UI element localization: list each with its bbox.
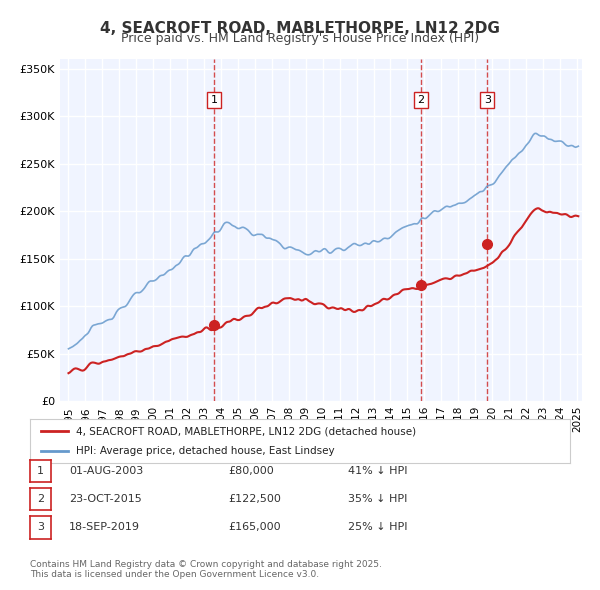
Text: 23-OCT-2015: 23-OCT-2015 xyxy=(69,494,142,504)
Text: 3: 3 xyxy=(484,95,491,105)
Text: Price paid vs. HM Land Registry's House Price Index (HPI): Price paid vs. HM Land Registry's House … xyxy=(121,32,479,45)
Text: 2: 2 xyxy=(37,494,44,504)
Text: 2: 2 xyxy=(418,95,425,105)
Text: HPI: Average price, detached house, East Lindsey: HPI: Average price, detached house, East… xyxy=(76,446,335,455)
Text: £122,500: £122,500 xyxy=(228,494,281,504)
Text: £80,000: £80,000 xyxy=(228,466,274,476)
Text: 25% ↓ HPI: 25% ↓ HPI xyxy=(348,523,407,532)
Text: 4, SEACROFT ROAD, MABLETHORPE, LN12 2DG: 4, SEACROFT ROAD, MABLETHORPE, LN12 2DG xyxy=(100,21,500,35)
Text: Contains HM Land Registry data © Crown copyright and database right 2025.
This d: Contains HM Land Registry data © Crown c… xyxy=(30,560,382,579)
Text: 1: 1 xyxy=(37,466,44,476)
Text: 1: 1 xyxy=(211,95,217,105)
Text: £165,000: £165,000 xyxy=(228,523,281,532)
Text: 41% ↓ HPI: 41% ↓ HPI xyxy=(348,466,407,476)
Text: 18-SEP-2019: 18-SEP-2019 xyxy=(69,523,140,532)
Text: 35% ↓ HPI: 35% ↓ HPI xyxy=(348,494,407,504)
Text: 3: 3 xyxy=(37,523,44,532)
Text: 4, SEACROFT ROAD, MABLETHORPE, LN12 2DG (detached house): 4, SEACROFT ROAD, MABLETHORPE, LN12 2DG … xyxy=(76,427,416,436)
Text: 01-AUG-2003: 01-AUG-2003 xyxy=(69,466,143,476)
